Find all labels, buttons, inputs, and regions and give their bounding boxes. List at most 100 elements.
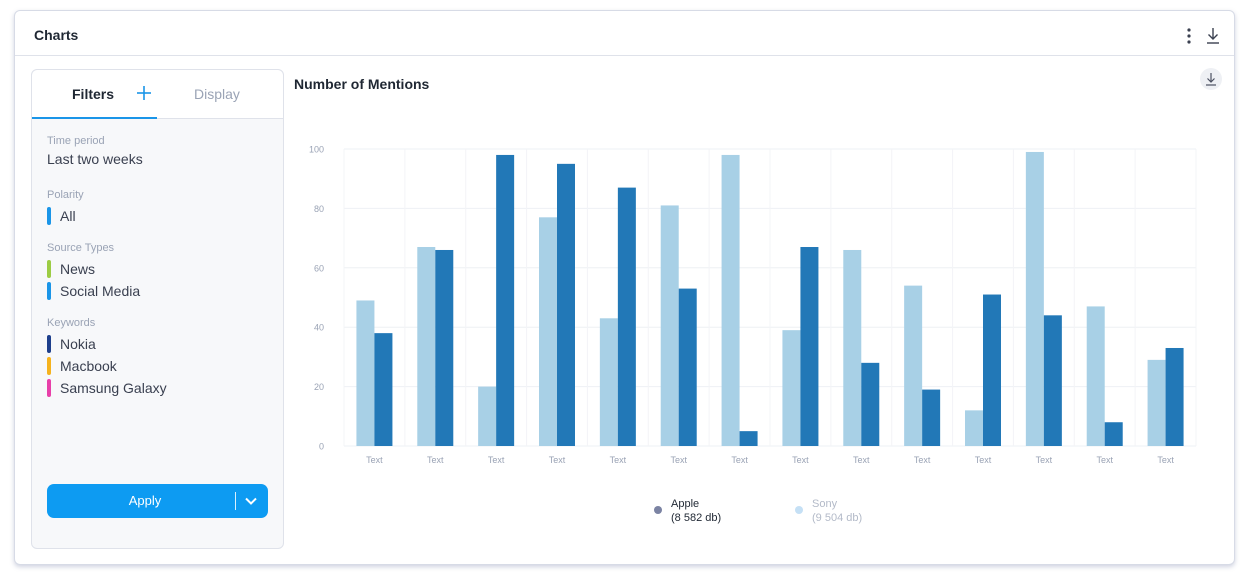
bar-sony (539, 217, 557, 446)
tab-display[interactable]: Display (194, 86, 240, 102)
legend-dot-sony (795, 506, 803, 514)
bar-sony (356, 300, 375, 446)
bar-apple (1043, 315, 1062, 446)
legend-text-sony: Sony (9 504 db) (812, 497, 862, 525)
x-tick-label: Text (1096, 455, 1113, 465)
bar-sony (1025, 151, 1044, 446)
y-tick-label: 40 (314, 323, 324, 333)
chart-download-icon[interactable] (1200, 68, 1222, 90)
keyword-item: Samsung Galaxy (47, 377, 167, 399)
x-tick-label: Text (488, 455, 505, 465)
source-type-color-bar (47, 260, 51, 278)
filter-source-types[interactable]: Source Types News Social Media (47, 242, 140, 302)
tab-filters-label: Filters (72, 86, 115, 102)
legend-item-sony[interactable]: Sony (9 504 db) (795, 497, 862, 525)
keyword-item-label: Macbook (60, 358, 117, 374)
bar-apple (496, 154, 515, 446)
filter-time-period[interactable]: Time period Last two weeks (47, 135, 143, 167)
x-tick-label: Text (549, 455, 566, 465)
legend-count-sony: (9 504 db) (812, 512, 863, 524)
y-tick-label: 0 (319, 442, 324, 452)
y-tick-label: 100 (309, 145, 324, 155)
bar-apple (678, 288, 697, 446)
x-tick-label: Text (731, 455, 748, 465)
x-tick-label: Text (853, 455, 870, 465)
charts-card: Charts Filters (14, 10, 1235, 565)
x-tick-label: Text (1157, 455, 1174, 465)
add-filter-icon[interactable] (135, 84, 153, 102)
x-tick-label: Text (975, 455, 992, 465)
keyword-color-bar (47, 379, 51, 397)
source-type-item-label: News (60, 261, 96, 277)
bar-apple (983, 294, 1001, 446)
keyword-color-bar (47, 335, 51, 353)
y-tick-label: 60 (314, 263, 324, 273)
bar-sony (417, 247, 436, 446)
bar-sony (1086, 306, 1105, 446)
chart-title: Number of Mentions (294, 76, 430, 92)
apply-label: Apply (128, 493, 162, 508)
bar-apple (617, 187, 636, 447)
card-header: Charts (15, 11, 1234, 56)
filter-keywords[interactable]: Keywords Nokia Macbook Samsung Galaxy (47, 317, 167, 399)
legend-count-apple: (8 582 db) (671, 512, 722, 524)
x-tick-label: Text (366, 455, 383, 465)
polarity-item-label: All (60, 208, 76, 224)
keyword-item: Macbook (47, 355, 167, 377)
x-tick-label: Text (427, 455, 444, 465)
bar-sony (965, 410, 983, 446)
legend-text-apple: Apple (8 582 db) (671, 497, 721, 525)
keywords-label: Keywords (47, 317, 96, 329)
source-types-label: Source Types (47, 242, 115, 254)
time-period-value: Last two weeks (47, 151, 143, 167)
bar-apple (374, 333, 393, 446)
legend-name-apple: Apple (671, 498, 700, 510)
bar-apple (1104, 422, 1123, 446)
bar-sony (660, 205, 679, 446)
bar-sony (478, 386, 497, 446)
tab-filters[interactable]: Filters (32, 70, 157, 119)
bar-apple (739, 431, 758, 446)
bar-apple (1165, 347, 1184, 446)
apply-button[interactable]: Apply (47, 484, 268, 518)
chevron-down-icon[interactable] (243, 493, 259, 509)
x-tick-label: Text (1036, 455, 1053, 465)
polarity-item: All (47, 205, 84, 227)
legend-item-apple[interactable]: Apple (8 582 db) (654, 497, 721, 525)
keyword-item: Nokia (47, 333, 167, 355)
bar-apple (800, 247, 819, 446)
bar-apple (922, 389, 941, 446)
legend-name-sony: Sony (812, 498, 838, 510)
apply-divider (235, 492, 236, 510)
y-tick-label: 80 (314, 204, 324, 214)
keyword-color-bar (47, 357, 51, 375)
x-tick-label: Text (670, 455, 687, 465)
x-tick-label: Text (792, 455, 809, 465)
bar-sony (1147, 359, 1166, 446)
y-tick-label: 20 (314, 382, 324, 392)
filter-polarity[interactable]: Polarity All (47, 189, 84, 227)
source-type-item-label: Social Media (60, 283, 141, 299)
more-vertical-icon[interactable] (1181, 27, 1197, 45)
bar-sony (782, 330, 801, 446)
bar-chart: 0 20 40 60 80 100 Text Text Text Text Text Text Text… (309, 145, 1197, 465)
bar-sony (599, 318, 618, 446)
polarity-label: Polarity (47, 189, 84, 201)
bar-apple (435, 249, 454, 446)
panel-tabs: Filters Display (32, 70, 283, 119)
polarity-color-bar (47, 207, 51, 225)
time-period-label: Time period (47, 135, 105, 147)
bar-sony (721, 154, 740, 446)
keyword-item-label: Nokia (60, 336, 96, 352)
x-tick-label: Text (610, 455, 627, 465)
download-icon[interactable] (1205, 27, 1221, 45)
source-type-color-bar (47, 282, 51, 300)
keyword-item-label: Samsung Galaxy (60, 380, 167, 396)
card-title: Charts (34, 27, 79, 43)
source-type-item: News (47, 258, 140, 280)
x-tick-label: Text (914, 455, 931, 465)
bar-sony (904, 285, 923, 446)
filter-panel: Filters Display Time period Last two wee… (31, 69, 284, 549)
bar-apple (557, 163, 575, 446)
bar-apple (861, 362, 880, 446)
